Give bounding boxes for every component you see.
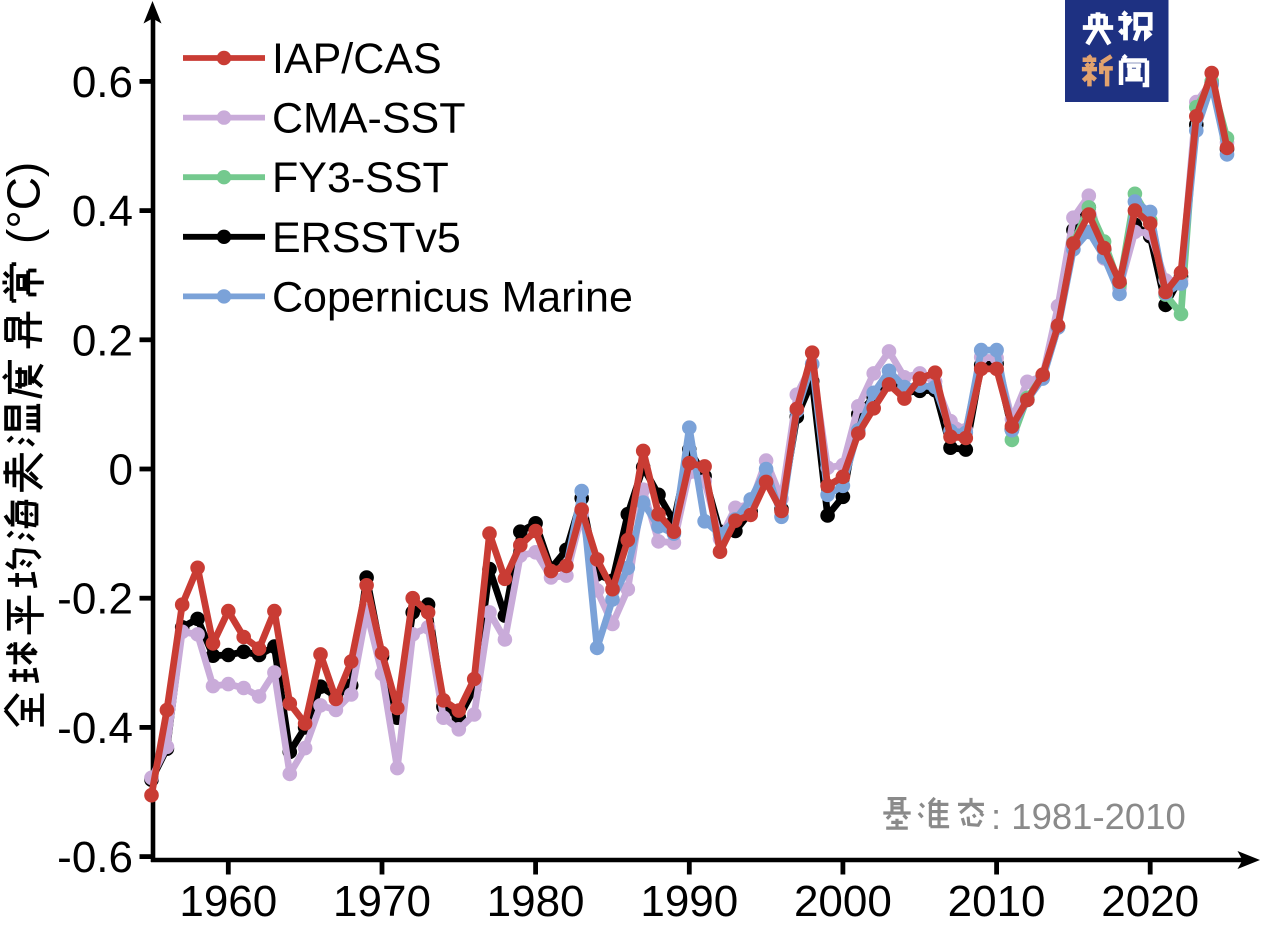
svg-text:CMA-SST: CMA-SST	[272, 95, 466, 143]
svg-text:IAP/CAS: IAP/CAS	[272, 35, 442, 83]
svg-text:2000: 2000	[794, 877, 892, 926]
svg-text:0.4: 0.4	[72, 187, 133, 236]
svg-text:-0.6: -0.6	[57, 833, 133, 882]
svg-text:0: 0	[109, 446, 133, 495]
svg-text:-0.4: -0.4	[57, 704, 133, 753]
svg-text:ERSSTv5: ERSSTv5	[272, 214, 461, 262]
svg-text:2020: 2020	[1101, 877, 1199, 926]
svg-text:1980: 1980	[487, 877, 585, 926]
svg-text:(°C): (°C)	[0, 162, 50, 244]
svg-text:FY3-SST: FY3-SST	[272, 154, 449, 202]
svg-text:: 1981-2010: : 1981-2010	[991, 796, 1186, 837]
svg-text:2010: 2010	[948, 877, 1046, 926]
svg-text:Copernicus Marine: Copernicus Marine	[272, 273, 633, 321]
svg-text:1990: 1990	[640, 877, 738, 926]
svg-text:0.6: 0.6	[72, 58, 133, 107]
svg-text:1960: 1960	[179, 877, 277, 926]
svg-text:1970: 1970	[333, 877, 431, 926]
svg-text:-0.2: -0.2	[57, 575, 133, 624]
svg-text:0.2: 0.2	[72, 316, 133, 365]
